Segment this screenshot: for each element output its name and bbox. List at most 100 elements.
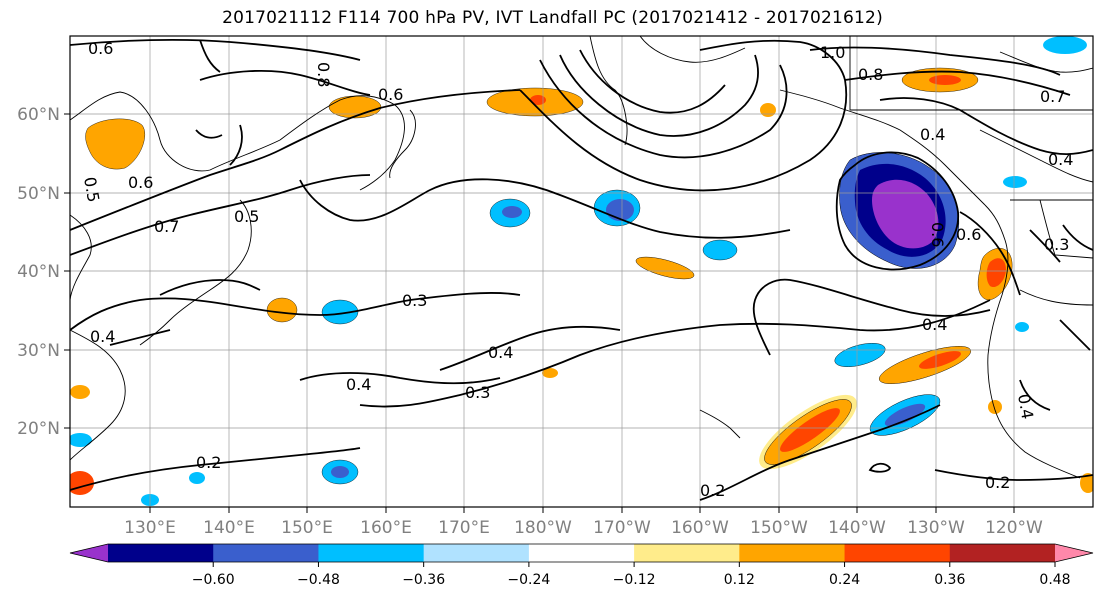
negative-anomaly-blob [1015, 322, 1029, 332]
pv-contours [70, 38, 1093, 501]
lon-label: 140°W [828, 518, 886, 538]
contour-label: 1.0 [820, 43, 845, 62]
latitude-axis: 60°N 50°N 40°N 30°N 20°N [17, 105, 70, 439]
contour-label: 0.4 [1048, 150, 1073, 169]
colorbar-segment [108, 544, 214, 562]
colorbar-tick-label: 0.36 [934, 572, 965, 588]
colorbar: −0.60 −0.48 −0.36 −0.24 −0.12 0.12 0.24 0.36 0.4… [69, 543, 1094, 588]
colorbar-tick-label: −0.36 [402, 572, 445, 588]
colorbar-segment [528, 544, 635, 562]
contour-label: 0.7 [1040, 87, 1065, 106]
positive-anomaly-blob-core [918, 351, 962, 369]
negative-anomaly-blob-core [606, 199, 634, 221]
positive-anomaly-blob-core [780, 408, 840, 452]
positive-anomaly-blob-core [530, 95, 546, 105]
colorbar-tick-label: 0.48 [1039, 572, 1070, 588]
contour-labels: 0.6 0.8 0.6 1.0 0.8 0.7 0.4 0.4 0.5 0.6 … [80, 39, 1073, 500]
graticule [70, 36, 1093, 507]
negative-anomaly-blob [702, 239, 738, 261]
negative-anomaly-blob [189, 472, 205, 484]
contour-label: 0.6 [128, 173, 153, 192]
contour-label: 0.4 [1014, 392, 1037, 420]
contour-label: 0.4 [90, 327, 115, 346]
negative-anomaly-blob-core [331, 466, 349, 478]
lat-label: 20°N [17, 419, 60, 439]
colorbar-outline [69, 543, 1094, 563]
lon-label: 130°W [907, 518, 965, 538]
lon-label: 170°W [593, 518, 651, 538]
colorbar-extend-low [70, 544, 108, 562]
contour-label: 0.5 [234, 207, 259, 226]
colorbar-tick-label: 0.24 [829, 572, 860, 588]
lon-label: 180°W [514, 518, 572, 538]
colorbar-segment [634, 544, 740, 562]
positive-anomaly-blob [542, 368, 558, 378]
lon-label: 140°E [203, 518, 255, 538]
contour-label: 0.3 [465, 383, 490, 402]
map-panel [70, 36, 1093, 507]
negative-anomaly-blob-core [502, 206, 522, 218]
contour-label: 0.4 [488, 343, 513, 362]
positive-anomaly-blob [266, 297, 298, 323]
contour-label: 0.5 [80, 175, 103, 203]
lat-label: 30°N [17, 341, 60, 361]
lon-label: 170°E [438, 518, 490, 538]
positive-anomaly-blob [70, 385, 90, 399]
contour-label: 0.6 [88, 39, 113, 58]
lat-label: 60°N [17, 105, 60, 125]
colorbar-segments [69, 543, 1094, 563]
lat-label: 40°N [17, 262, 60, 282]
positive-anomaly-blob [988, 400, 1002, 414]
lon-label: 150°W [750, 518, 808, 538]
contour-label: 0.4 [922, 315, 947, 334]
coastlines [70, 36, 1093, 479]
lon-label: 120°W [985, 518, 1043, 538]
negative-anomaly-blob [1043, 36, 1087, 54]
negative-anomaly-blob [1003, 176, 1027, 188]
positive-anomaly-blob [1080, 473, 1093, 493]
lat-label: 50°N [17, 184, 60, 204]
longitude-axis: 130°E 140°E 150°E 160°E 170°E 180°W 170°… [124, 507, 1043, 538]
positive-anomaly-blob [635, 256, 695, 280]
contour-label: 0.4 [346, 375, 371, 394]
contour-label: 0.2 [985, 473, 1010, 492]
negative-anomaly-peak [872, 179, 939, 249]
contour-label: 0.7 [154, 217, 179, 236]
contour-label: 0.6 [956, 225, 981, 244]
contour-label: 0.3 [402, 291, 427, 310]
shaded-anomalies [70, 36, 1093, 506]
positive-anomaly-blob [85, 118, 146, 170]
colorbar-segment [423, 544, 530, 562]
contour-label: 0.8 [314, 62, 333, 87]
contour-label: 0.8 [858, 65, 883, 84]
colorbar-segment [739, 544, 846, 562]
contour-label: 0.2 [700, 481, 725, 500]
colorbar-ticks: −0.60 −0.48 −0.36 −0.24 −0.12 0.12 0.24 0.36 0.4… [192, 562, 1071, 588]
colorbar-tick-label: −0.48 [297, 572, 340, 588]
negative-anomaly-blob [70, 433, 92, 447]
negative-anomaly-blob-core [884, 403, 926, 427]
contour-label: 0.6 [378, 85, 403, 104]
positive-anomaly-blob-core [929, 75, 961, 85]
colorbar-tick-label: −0.24 [507, 572, 550, 588]
contour-label: 0.2 [196, 453, 221, 472]
colorbar-segment [318, 544, 425, 562]
lon-label: 150°E [281, 518, 333, 538]
contour-label: 0.6 [928, 222, 947, 247]
colorbar-extend-high [1055, 544, 1093, 562]
negative-anomaly-blob [834, 343, 886, 367]
positive-anomaly-blob-core [986, 258, 1006, 288]
colorbar-segment [213, 544, 319, 562]
map-title: 2017021112 F114 700 hPa PV, IVT Landfall… [222, 8, 883, 28]
lon-label: 130°E [124, 518, 176, 538]
colorbar-tick-label: 0.12 [724, 572, 755, 588]
contour-label: 0.4 [920, 125, 945, 144]
lon-label: 160°E [360, 518, 412, 538]
colorbar-segment [844, 544, 951, 562]
colorbar-tick-label: −0.12 [613, 572, 656, 588]
colorbar-segment [949, 544, 1056, 562]
contour-label: 0.3 [1044, 235, 1069, 254]
lon-label: 160°W [671, 518, 729, 538]
negative-anomaly-blob [321, 299, 359, 325]
